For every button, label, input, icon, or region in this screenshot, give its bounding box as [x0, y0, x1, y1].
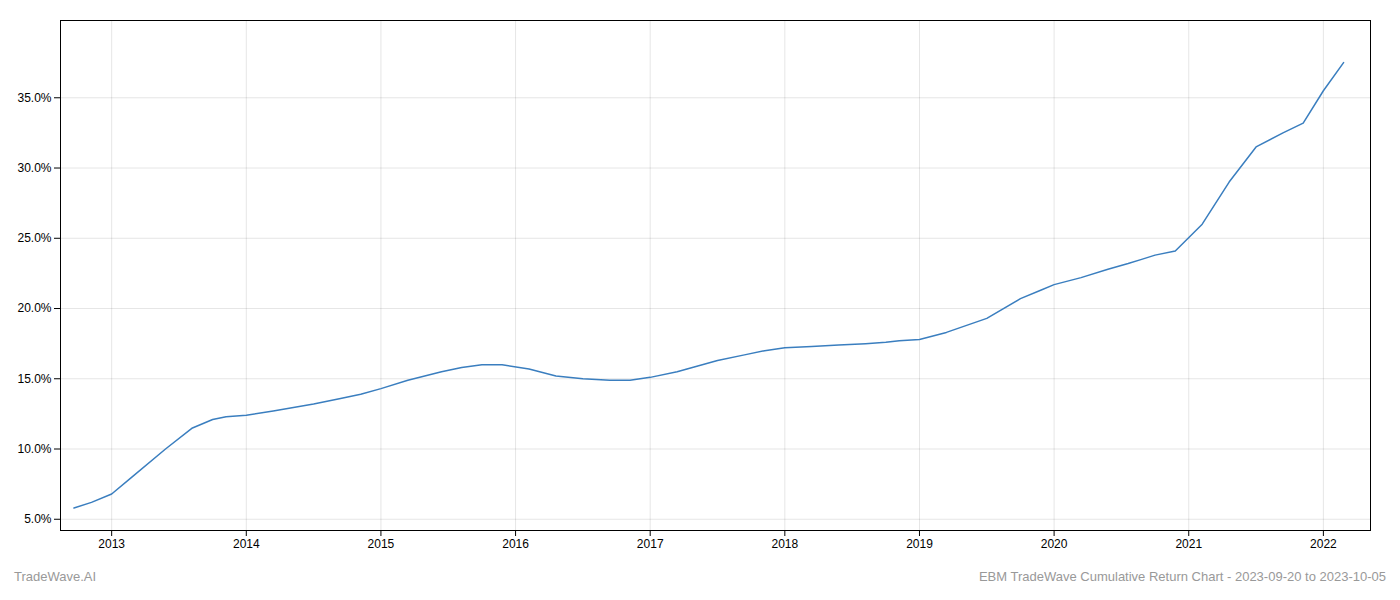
svg-text:5.0%: 5.0%	[24, 512, 52, 526]
svg-text:2013: 2013	[98, 537, 125, 551]
svg-text:15.0%: 15.0%	[17, 372, 51, 386]
svg-text:30.0%: 30.0%	[17, 161, 51, 175]
svg-text:2014: 2014	[233, 537, 260, 551]
svg-text:35.0%: 35.0%	[17, 91, 51, 105]
svg-text:2022: 2022	[1310, 537, 1337, 551]
svg-text:2016: 2016	[502, 537, 529, 551]
svg-text:20.0%: 20.0%	[17, 301, 51, 315]
svg-text:2019: 2019	[906, 537, 933, 551]
svg-text:2020: 2020	[1041, 537, 1068, 551]
svg-text:2017: 2017	[637, 537, 664, 551]
svg-text:10.0%: 10.0%	[17, 442, 51, 456]
svg-text:2015: 2015	[368, 537, 395, 551]
svg-text:25.0%: 25.0%	[17, 231, 51, 245]
html-text:EBM TradeWave Cumulative Retur: EBM TradeWave Cumulative Return Chart - …	[978, 569, 1386, 584]
html-text:TradeWave.AI: TradeWave.AI	[14, 569, 97, 584]
svg-text:2018: 2018	[771, 537, 798, 551]
svg-text:2021: 2021	[1175, 537, 1202, 551]
